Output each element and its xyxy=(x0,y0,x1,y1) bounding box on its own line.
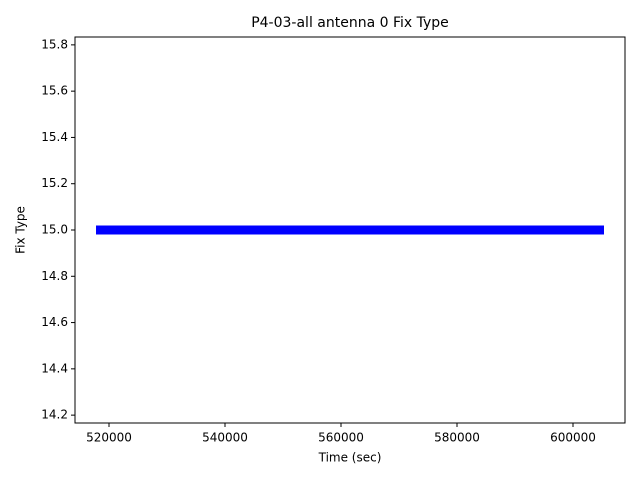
y-tick-label: 15.6 xyxy=(41,84,68,98)
y-tick-label: 14.8 xyxy=(41,269,68,283)
y-tick-label: 15.8 xyxy=(41,37,68,51)
x-tick-label: 540000 xyxy=(202,431,248,445)
y-tick-label: 15.4 xyxy=(41,130,68,144)
y-axis-label: Fix Type xyxy=(14,206,28,254)
y-tick-label: 15.2 xyxy=(41,176,68,190)
x-tick-label: 560000 xyxy=(318,431,364,445)
x-tick-label: 520000 xyxy=(86,431,132,445)
y-tick-label: 15.0 xyxy=(41,223,68,237)
y-tick-label: 14.2 xyxy=(41,408,68,422)
x-axis-label: Time (sec) xyxy=(318,451,382,465)
y-tick-label: 14.6 xyxy=(41,315,68,329)
x-tick-label: 580000 xyxy=(434,431,480,445)
chart-title: P4-03-all antenna 0 Fix Type xyxy=(251,15,449,31)
y-tick-label: 14.4 xyxy=(41,361,68,375)
x-tick-label: 600000 xyxy=(550,431,596,445)
